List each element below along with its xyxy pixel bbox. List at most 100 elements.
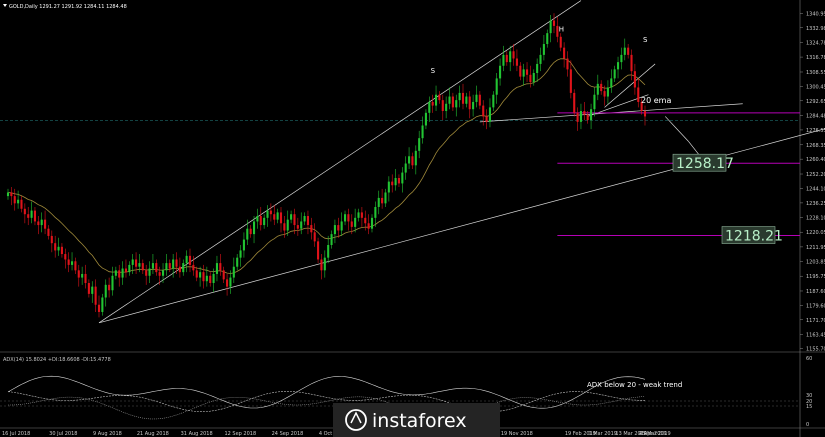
candle <box>209 272 212 287</box>
candle <box>556 16 559 43</box>
candle-body <box>276 212 279 220</box>
candle <box>226 273 229 296</box>
candle <box>428 96 431 122</box>
candle-body <box>418 138 421 151</box>
candle-body <box>205 275 208 282</box>
candle <box>70 252 74 271</box>
symbol-info-label: GOLD,Daily 1291.27 1291.92 1284.11 1284.… <box>9 4 127 10</box>
candle <box>313 223 316 247</box>
candle-body <box>475 94 478 102</box>
price-tick-label: 1211.95 <box>806 245 825 251</box>
pattern-label: H <box>559 25 564 33</box>
candle <box>138 254 141 273</box>
candle-body <box>343 214 347 222</box>
candle-body <box>519 65 522 77</box>
candle-body <box>448 96 451 104</box>
candle <box>222 266 225 284</box>
level-price-label: 1218.21 <box>725 229 783 245</box>
candle <box>60 243 63 258</box>
candle <box>202 264 205 289</box>
candle <box>340 212 343 236</box>
candle-body <box>60 246 63 255</box>
candle <box>23 203 26 224</box>
candle <box>364 210 367 231</box>
level-price-label: 1258.17 <box>676 156 734 172</box>
candle-body <box>185 255 188 264</box>
candle <box>172 254 175 278</box>
candle-body <box>532 72 535 83</box>
candle-body <box>505 54 508 63</box>
candle-body <box>556 25 559 37</box>
candle <box>256 208 259 229</box>
candle <box>509 45 512 72</box>
candle <box>387 176 390 202</box>
candle-body <box>434 94 438 106</box>
candle <box>286 210 289 236</box>
candle-body <box>340 221 343 231</box>
candle <box>128 261 131 276</box>
candle <box>370 214 374 233</box>
candle <box>539 47 542 72</box>
candle-body <box>313 232 316 242</box>
price-tick-label: 1220.05 <box>806 230 825 236</box>
candle-body <box>64 254 67 260</box>
candle-body <box>296 225 299 229</box>
candle-body <box>451 96 454 108</box>
candle-body <box>485 116 488 122</box>
candle-body <box>569 69 572 93</box>
candle-body <box>522 69 525 77</box>
candle <box>623 38 626 61</box>
candle-body <box>539 54 542 64</box>
candle <box>57 237 60 256</box>
candle-body <box>182 263 185 273</box>
candle <box>603 85 606 106</box>
ema-20-line <box>7 58 646 274</box>
candle <box>290 210 293 224</box>
candle <box>50 230 53 253</box>
candle-body <box>232 266 235 278</box>
candle <box>17 190 20 209</box>
candle-body <box>256 216 259 222</box>
candle-body <box>347 214 350 222</box>
date-tick-label: 13 Mar 2019 <box>615 431 647 437</box>
candle <box>492 91 495 112</box>
candle <box>161 263 165 284</box>
candle <box>108 277 111 298</box>
candle <box>121 261 124 285</box>
candle <box>381 188 384 209</box>
candle <box>273 205 276 226</box>
candle-body <box>320 259 323 271</box>
price-tick-label: 1300.45 <box>806 85 825 91</box>
candle-body <box>357 212 360 218</box>
date-tick-label: 31 Aug 2018 <box>181 431 213 437</box>
candle <box>44 210 47 235</box>
candle-body <box>178 266 181 273</box>
candle <box>20 196 23 213</box>
candle <box>77 264 80 287</box>
candle <box>637 78 640 108</box>
candle <box>593 87 596 117</box>
candle-body <box>458 92 461 101</box>
candle-body <box>583 111 586 115</box>
candle <box>33 206 37 226</box>
candle-body <box>441 100 444 112</box>
candle <box>135 252 138 274</box>
candle <box>104 279 107 307</box>
candle-body <box>300 221 303 229</box>
candle <box>148 261 151 284</box>
candle-body <box>148 268 151 276</box>
candle-body <box>512 51 515 59</box>
candle <box>401 167 404 193</box>
candle-body <box>104 284 107 298</box>
price-tick-label: 1244.10 <box>806 187 825 193</box>
ema-annotation: 20 ema <box>641 96 671 105</box>
adx-scale-label: 15 <box>806 404 812 410</box>
candle-body <box>23 208 26 215</box>
candle <box>438 91 441 104</box>
candle-body <box>67 259 70 265</box>
candle <box>300 212 303 235</box>
date-tick-label: 16 Jul 2018 <box>2 431 30 437</box>
candle <box>67 252 70 273</box>
candle <box>101 293 104 316</box>
candle-body <box>74 261 77 271</box>
